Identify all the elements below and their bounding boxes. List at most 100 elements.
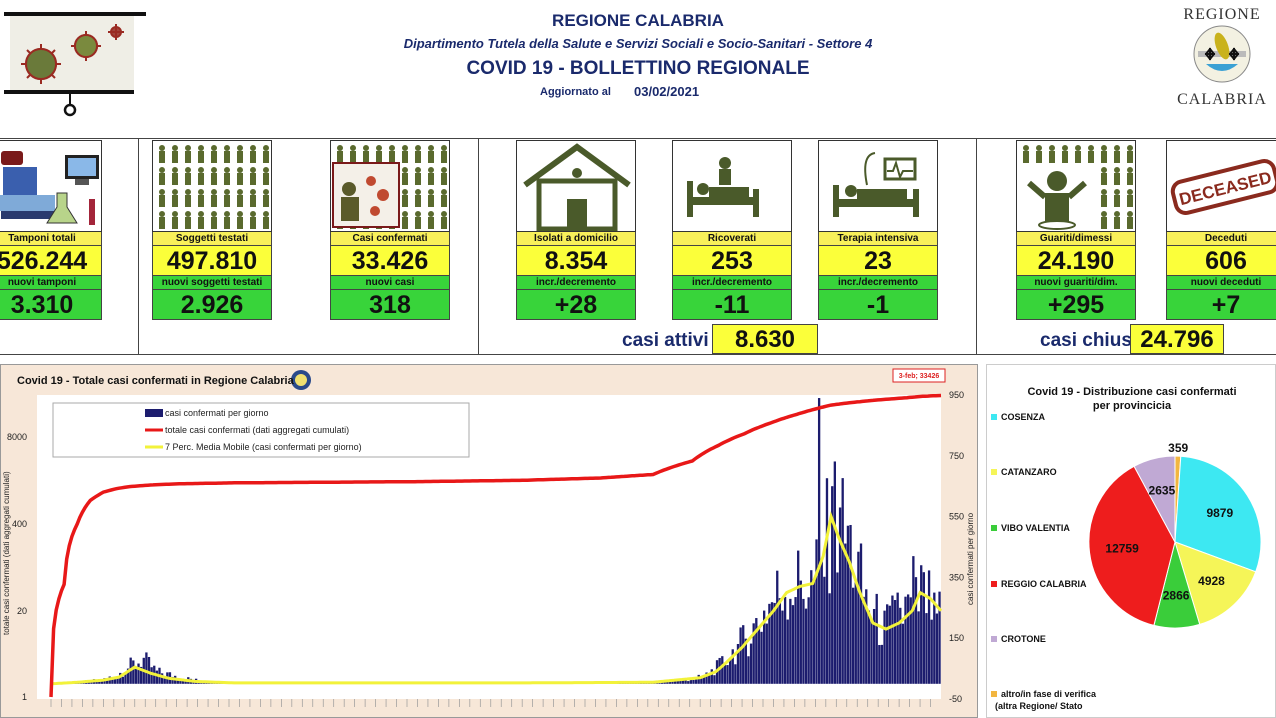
svg-text:CATANZARO: CATANZARO — [1001, 467, 1057, 477]
daily-bar — [736, 643, 740, 684]
daily-bar — [676, 680, 679, 684]
daily-bar — [872, 608, 876, 684]
daily-bar — [744, 638, 747, 684]
cumulative-line — [49, 393, 942, 698]
daily-bar — [841, 478, 844, 684]
kpi-sub-value: 3.310 — [0, 290, 102, 320]
daily-bar — [160, 673, 164, 684]
daily-bar — [920, 565, 923, 684]
divider — [138, 138, 139, 354]
pie-legend-item: CROTONE — [991, 634, 1046, 644]
kpi-deceduti: DECEASED Deceduti 606 nuovi deceduti +7 — [1166, 140, 1276, 320]
daily-bars — [58, 398, 941, 684]
divider — [478, 138, 479, 354]
kpi-sub-value: -11 — [672, 290, 792, 320]
province-pie-chart: 359 9879 4928 2866 12759 2635 COSENZA CATANZARO… — [991, 412, 1262, 711]
daily-bar — [684, 679, 687, 684]
y-right-tick-label: -50 — [949, 694, 962, 704]
kpi-sub-label: nuovi deceduti — [1166, 276, 1276, 290]
daily-bar — [681, 679, 685, 684]
daily-bar — [776, 570, 779, 684]
daily-bar — [752, 623, 755, 684]
y-left-tick-label: 8000 — [7, 432, 27, 442]
kpi-label: Isolati a domicilio — [516, 232, 636, 246]
daily-bar — [723, 663, 727, 684]
daily-bar — [925, 613, 928, 684]
pie-legend-item: CATANZARO — [991, 467, 1057, 477]
top-divider — [0, 138, 1276, 139]
bottom-divider — [0, 354, 1276, 355]
y-right-tick-label: 550 — [949, 512, 964, 522]
daily-bar — [126, 668, 130, 684]
daily-bar — [828, 593, 831, 684]
virus-banner-logo — [4, 6, 150, 118]
daily-bar — [671, 681, 674, 684]
region-emblem: REGIONE CALABRIA — [1172, 6, 1272, 118]
daily-bar — [789, 598, 792, 684]
daily-bar — [817, 398, 821, 684]
daily-bar — [692, 679, 695, 684]
daily-bar — [713, 675, 716, 684]
province-pie-panel: Covid 19 - Distribuzione casi confermati… — [986, 364, 1276, 718]
kpi-value: 33.426 — [330, 246, 450, 276]
chart-legend: casi confermati per giorno totale casi co… — [52, 402, 470, 458]
daily-bar — [100, 680, 104, 684]
daily-bar — [854, 582, 857, 684]
closed-cases-value: 24.796 — [1130, 324, 1224, 354]
daily-bar — [815, 539, 818, 684]
updated-date: 03/02/2021 — [634, 84, 700, 99]
legend-entry: casi confermati per giorno — [165, 408, 269, 418]
daily-bar — [883, 610, 886, 684]
kpi-value: 526.244 — [0, 246, 102, 276]
pie-data-label: 2635 — [1149, 483, 1176, 497]
pie-title: Covid 19 - Distribuzione casi confermati… — [1027, 386, 1237, 412]
daily-bar — [760, 631, 763, 684]
kpi-sub-value: -1 — [818, 290, 938, 320]
emblem-bottom-text: CALABRIA — [1177, 91, 1267, 108]
daily-bar — [838, 507, 842, 684]
emblem-shield-icon — [1193, 25, 1251, 83]
daily-bar — [935, 613, 939, 684]
kpi-sub-label: incr./decremento — [516, 276, 636, 290]
hospital-bed-icon — [672, 140, 792, 232]
kpi-casi: Casi confermati 33.426 nuovi casi 318 — [330, 140, 450, 320]
pie-slice — [1174, 541, 1257, 626]
daily-bar — [721, 656, 724, 684]
daily-bar — [846, 525, 850, 684]
moving-average-line — [50, 511, 943, 686]
pie-data-label: 9879 — [1206, 506, 1233, 520]
daily-bar — [857, 551, 860, 684]
daily-bar — [679, 679, 682, 684]
y-left-tick-label: 400 — [12, 519, 27, 529]
daily-bar — [893, 600, 897, 684]
daily-bar — [844, 543, 847, 684]
daily-bar — [807, 597, 810, 684]
infected-person-icon — [330, 140, 450, 232]
daily-bar — [768, 603, 771, 684]
daily-bar — [933, 592, 936, 684]
y-right-tick-label: 350 — [949, 572, 964, 582]
daily-bar — [663, 681, 666, 684]
daily-bar — [749, 643, 753, 684]
y-left-axis-label: totale casi confermati (dati aggregati c… — [2, 471, 11, 635]
daily-bar — [700, 676, 703, 684]
cases-chart: 1 20 400 8000 950 750 550 350 150 -50 totale casi … — [2, 368, 975, 707]
daily-bar — [731, 649, 734, 684]
y-right-axis-label: casi confermati per giorno — [966, 512, 975, 605]
kpi-label: Guariti/dimessi — [1016, 232, 1136, 246]
chart-title: Covid 19 - Totale casi confermati in Reg… — [17, 375, 294, 387]
emblem-top-text: REGIONE — [1183, 6, 1261, 23]
daily-bar — [163, 676, 166, 684]
daily-bar — [922, 572, 925, 684]
daily-bar — [802, 598, 805, 684]
daily-bar — [888, 605, 891, 684]
daily-bar — [917, 611, 920, 684]
daily-bar — [668, 681, 672, 684]
daily-bar — [105, 678, 109, 684]
kpi-sub-label: nuovi casi — [330, 276, 450, 290]
daily-bar — [804, 608, 808, 684]
kpi-label: Casi confermati — [330, 232, 450, 246]
daily-bar — [705, 672, 708, 684]
chart-callout: 3-feb; 33426 — [899, 373, 940, 380]
